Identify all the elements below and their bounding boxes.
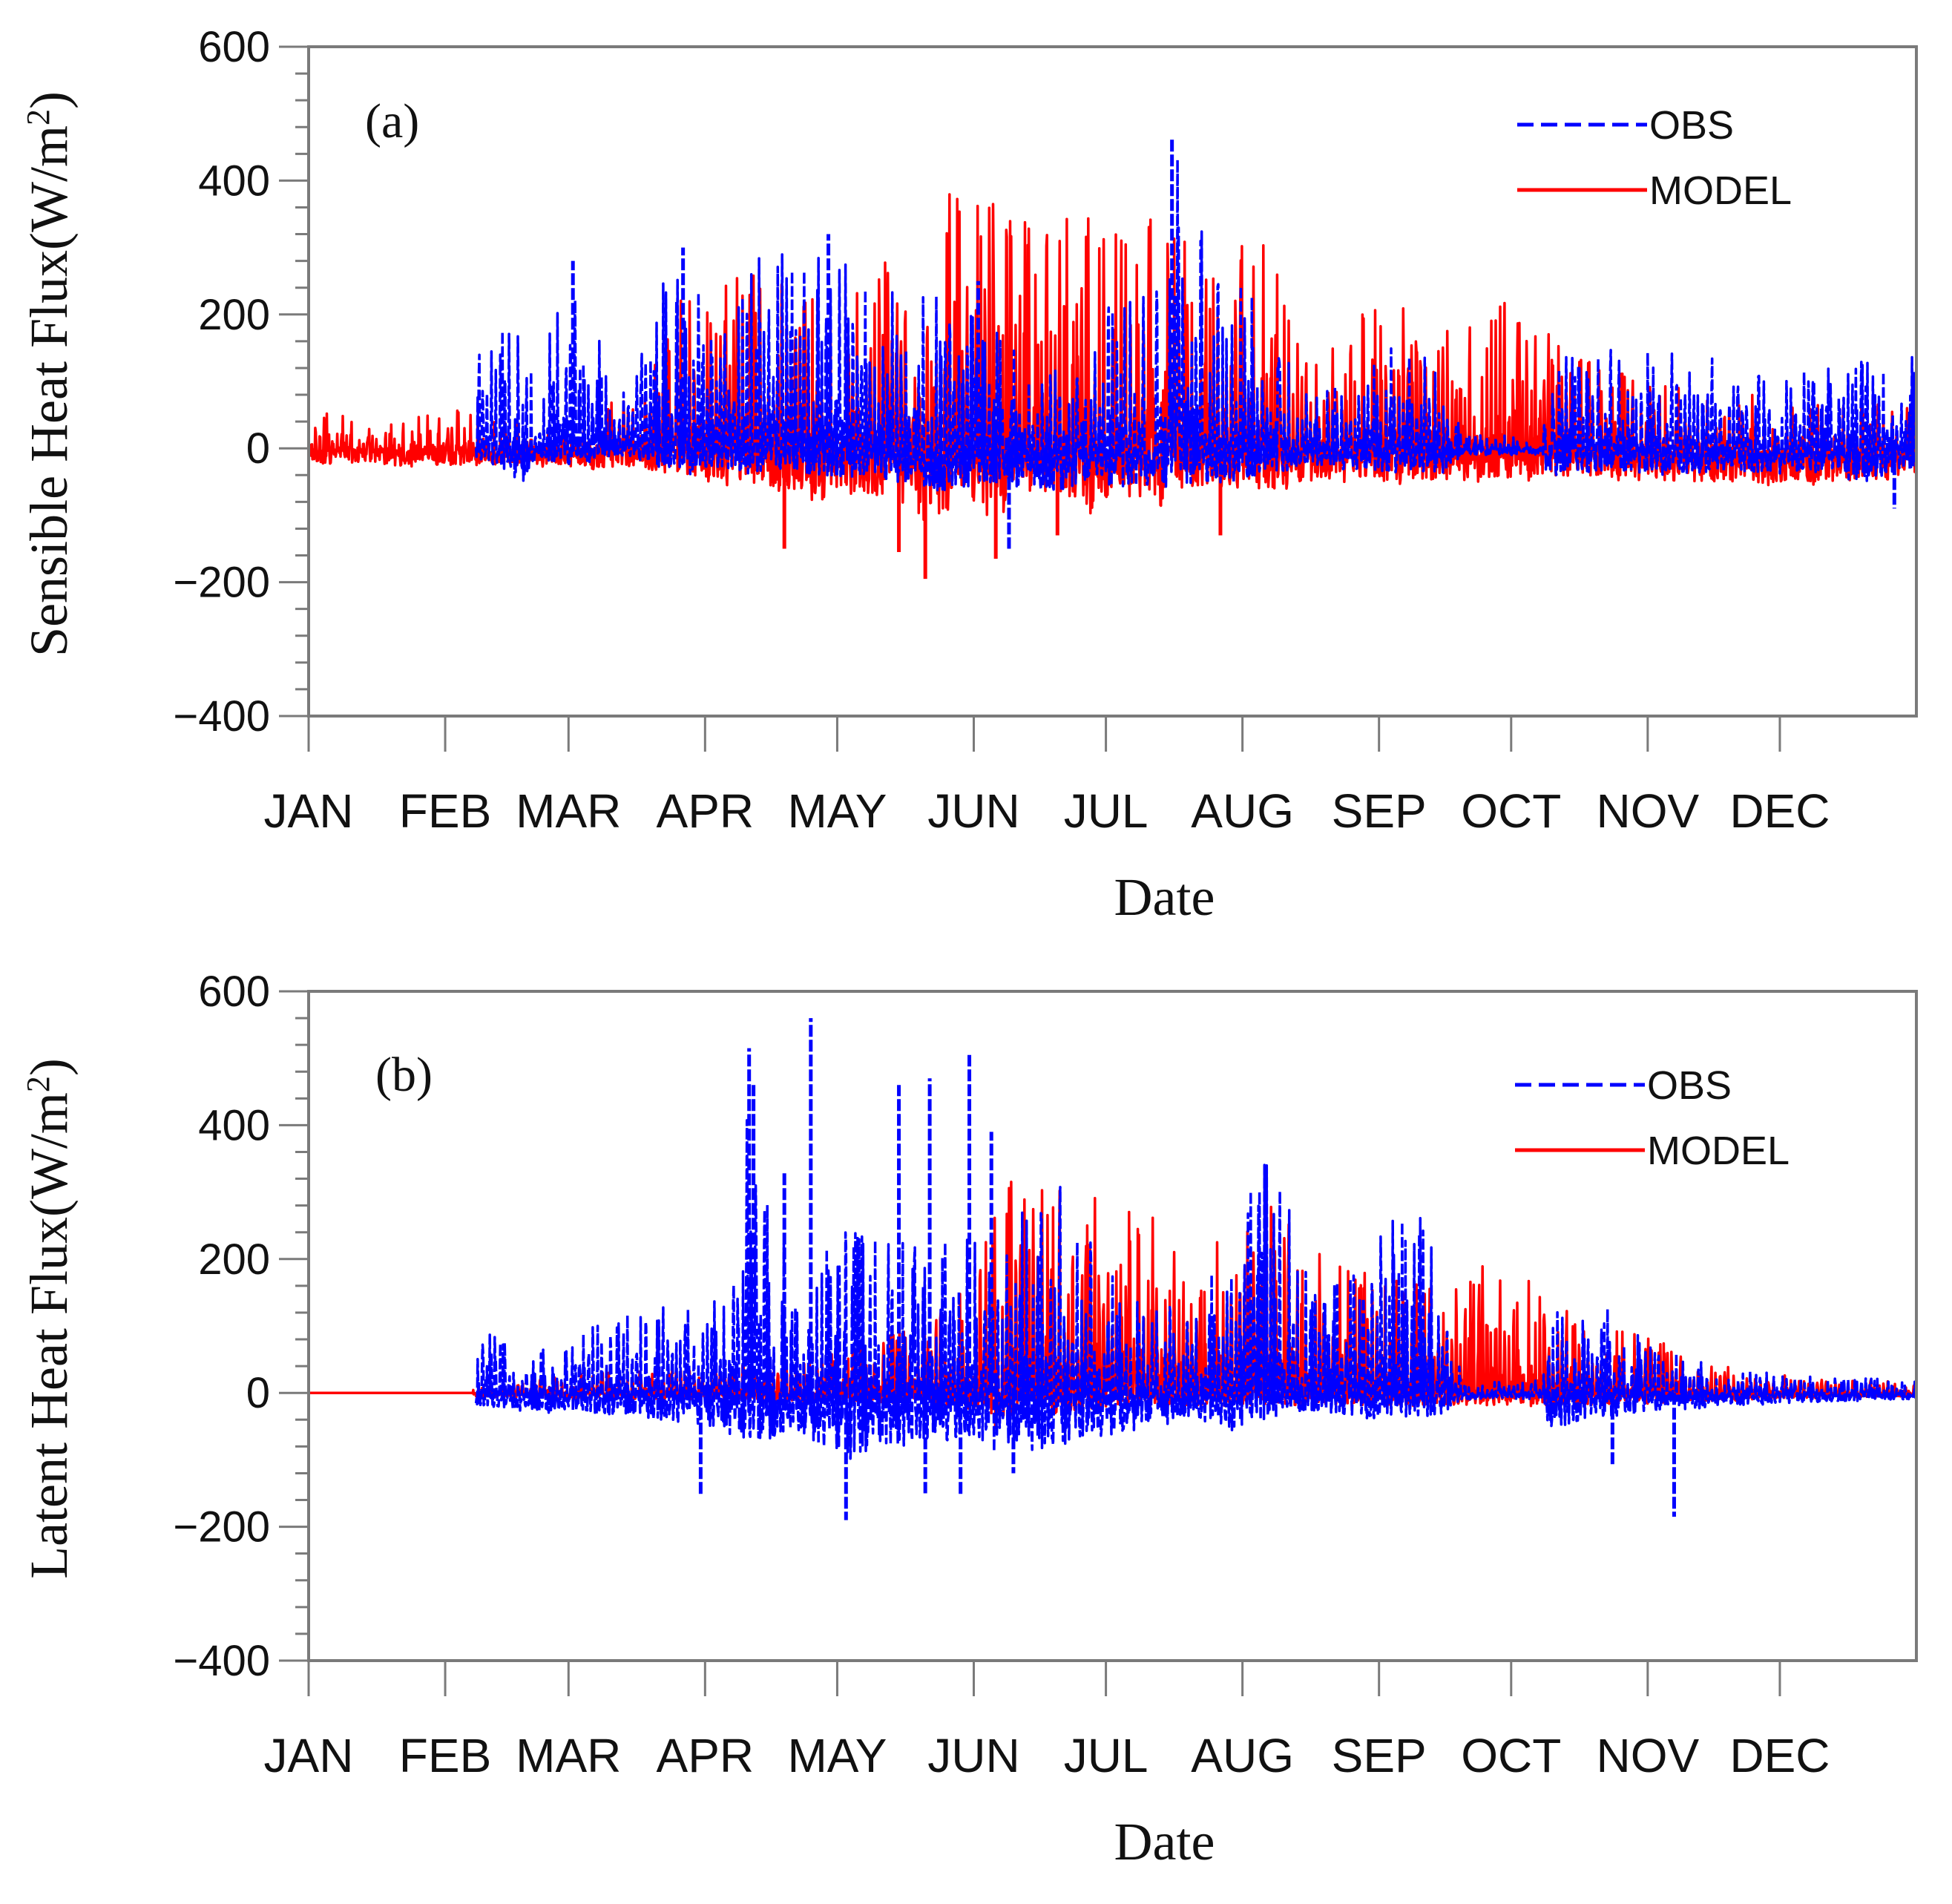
- panel-b-x-axis-title: Date: [1114, 1812, 1215, 1871]
- panel-b-y-axis-title-close: ): [19, 1058, 79, 1076]
- panel-b-legend-model-label: MODEL: [1647, 1129, 1790, 1173]
- y-tick-label: 600: [198, 23, 270, 71]
- x-tick-label-dec: DEC: [1729, 1729, 1830, 1782]
- x-tick-label-aug: AUG: [1191, 784, 1294, 838]
- obs-series-line: [474, 158, 1916, 492]
- panel-a-y-axis-title: Sensible Heat Flux(W/m2): [19, 91, 79, 657]
- y-tick-label: 200: [198, 291, 270, 339]
- panel-b-y-axis-title: Latent Heat Flux(W/m2): [19, 1058, 79, 1579]
- panel-a-legend: OBS MODEL: [1517, 103, 1792, 213]
- y-tick-label: 0: [246, 1369, 270, 1417]
- x-tick-label-nov: NOV: [1597, 1729, 1700, 1782]
- panel-a-legend-model-label: MODEL: [1649, 168, 1792, 213]
- x-tick-label-jun: JUN: [927, 784, 1019, 838]
- x-tick-label-jan: JAN: [264, 1729, 354, 1782]
- y-tick-label: −200: [173, 559, 270, 607]
- x-tick-label-jun: JUN: [927, 1729, 1019, 1782]
- x-tick-label-nov: NOV: [1597, 784, 1700, 838]
- panel-a-legend-obs-label: OBS: [1649, 103, 1734, 148]
- panel-b-y-axis-title-superscript: 2: [20, 1076, 56, 1092]
- panel-a-y-axis-title-close: ): [19, 91, 79, 109]
- x-tick-label-may: MAY: [787, 784, 887, 838]
- x-tick-label-mar: MAR: [516, 1729, 621, 1782]
- x-tick-label-jul: JUL: [1064, 784, 1148, 838]
- panel-a-plot-frame: [307, 45, 1918, 718]
- x-tick-label-mar: MAR: [516, 784, 621, 838]
- x-tick-label-oct: OCT: [1461, 1729, 1561, 1782]
- y-tick-label: 200: [198, 1235, 270, 1284]
- y-tick-label: 400: [198, 1101, 270, 1149]
- panel-a-x-axis-title: Date: [1114, 867, 1215, 927]
- panel-a-ticks: 600 400 200 0 −200 −400 JAN FEB MAR APR MAY JUN JUL A…: [173, 23, 1830, 838]
- x-tick-label-jan: JAN: [264, 784, 354, 838]
- x-tick-label-feb: FEB: [399, 1729, 491, 1782]
- panel-b-y-axis-title-main: Latent Heat Flux(W/m: [19, 1092, 79, 1579]
- panel-b-label: (b): [375, 1048, 433, 1102]
- x-tick-label-aug: AUG: [1191, 1729, 1294, 1782]
- y-tick-label: −400: [173, 1637, 270, 1685]
- y-tick-label: 400: [198, 157, 270, 205]
- panel-b-legend-obs-label: OBS: [1647, 1063, 1732, 1108]
- x-tick-label-apr: APR: [657, 784, 755, 838]
- x-tick-label-dec: DEC: [1729, 784, 1830, 838]
- y-tick-label: 600: [198, 968, 270, 1016]
- panel-b-ticks: 600 400 200 0 −200 −400 JAN FEB MAR APR MAY JUN JUL A…: [173, 968, 1830, 1782]
- panel-a-y-axis-title-main: Sensible Heat Flux(W/m: [19, 125, 79, 657]
- obs-series-line: [474, 1119, 1916, 1460]
- panel-b-series: [309, 1018, 1916, 1520]
- x-tick-label-jul: JUL: [1064, 1729, 1148, 1782]
- panel-b-legend: OBS MODEL: [1515, 1063, 1790, 1173]
- panel-a-label: (a): [365, 94, 419, 148]
- x-tick-label-apr: APR: [657, 1729, 755, 1782]
- x-tick-label-oct: OCT: [1461, 784, 1561, 838]
- panel-a-y-axis-title-superscript: 2: [20, 109, 56, 125]
- panel-b-latent-heat: 600 400 200 0 −200 −400 JAN FEB MAR APR MAY JUN JUL A…: [19, 968, 1918, 1871]
- y-tick-label: −200: [173, 1503, 270, 1552]
- x-tick-label-feb: FEB: [399, 784, 491, 838]
- panel-b-plot-frame: [307, 990, 1918, 1662]
- x-tick-label-may: MAY: [787, 1729, 887, 1782]
- panel-a-series: [309, 137, 1916, 580]
- y-tick-label: −400: [173, 692, 270, 741]
- x-tick-label-sep: SEP: [1332, 1729, 1427, 1782]
- panel-a-sensible-heat: 600 400 200 0 −200 −400 JAN FEB MAR APR MAY JUN JUL A…: [19, 23, 1918, 927]
- x-tick-label-sep: SEP: [1332, 784, 1427, 838]
- y-tick-label: 0: [246, 424, 270, 473]
